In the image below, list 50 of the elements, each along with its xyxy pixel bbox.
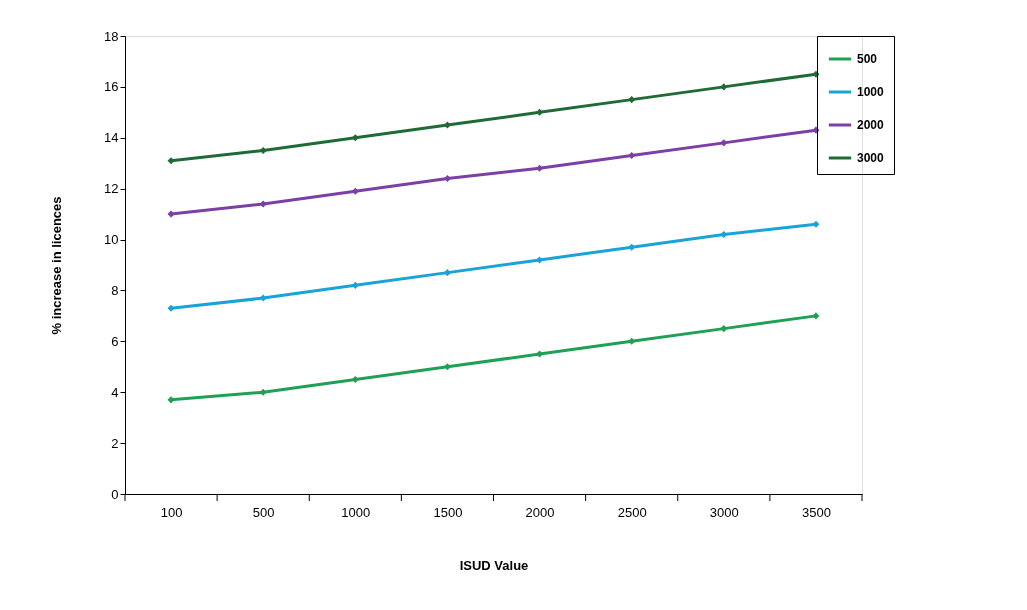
y-tick-label: 2 [111, 435, 119, 451]
y-tick-label: 6 [111, 333, 119, 349]
y-tick-label: 8 [111, 282, 119, 298]
x-axis-title: ISUD Value [459, 557, 529, 573]
point [443, 269, 451, 277]
point [720, 325, 728, 333]
point [628, 337, 636, 345]
y-tick-label: 10 [104, 232, 119, 248]
legend-label: 3000 [857, 151, 885, 165]
point [443, 174, 451, 183]
point [536, 108, 544, 116]
point [720, 139, 728, 147]
point [628, 243, 636, 251]
point [259, 146, 267, 155]
x-tick-label: 100 [160, 504, 183, 520]
legend-label: 500 [857, 52, 878, 66]
legend-label: 1000 [857, 85, 885, 99]
point [443, 363, 451, 371]
x-tick-label: 1500 [433, 504, 463, 520]
point [351, 187, 359, 195]
point [259, 200, 267, 208]
point [536, 164, 544, 172]
point [720, 230, 728, 238]
y-tick-label: 12 [104, 181, 119, 197]
point [351, 281, 359, 289]
point [259, 294, 267, 302]
y-tick-label: 14 [104, 130, 119, 146]
legend-label: 2000 [857, 118, 885, 132]
y-tick-label: 0 [111, 486, 119, 502]
y-tick-label: 4 [111, 384, 119, 400]
x-tick-label: 2500 [617, 504, 647, 520]
point [628, 96, 636, 104]
point [628, 152, 636, 160]
x-tick-label: 1000 [341, 504, 371, 520]
point [167, 304, 175, 312]
x-tick-label: 3000 [709, 504, 739, 520]
point [167, 210, 175, 218]
point [167, 157, 175, 165]
x-tick-label: 3500 [801, 504, 831, 520]
x-tick-label: 2000 [525, 504, 555, 520]
point [720, 83, 728, 91]
point [812, 312, 820, 320]
point [167, 396, 175, 404]
point [351, 375, 359, 384]
y-axis-title: % increase in licences [49, 196, 65, 335]
point [351, 134, 359, 142]
y-tick-label: 18 [104, 28, 119, 44]
y-tick-label: 16 [104, 79, 119, 95]
point [812, 220, 820, 228]
x-tick-label: 500 [252, 504, 275, 520]
